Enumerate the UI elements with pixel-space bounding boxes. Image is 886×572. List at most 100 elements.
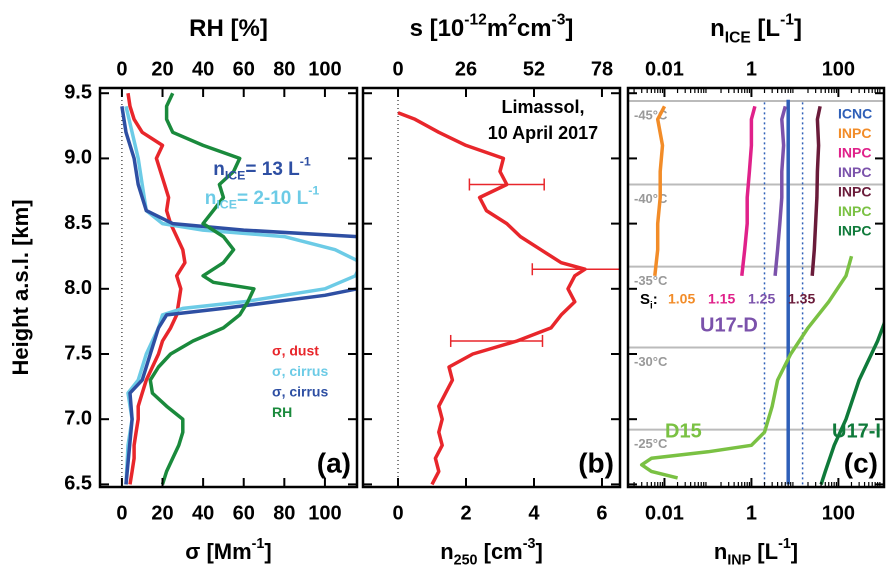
panel-frame [626,86,886,489]
si-label-part: S [640,291,650,308]
x2-axis-title-part: -1 [780,12,794,29]
x2-tick-label: 20 [151,58,173,80]
x-axis-title-part: 250 [454,552,478,568]
x-axis-title-part: ] [535,539,542,564]
curve-label: D15 [665,420,702,442]
x2-axis-title-part: m [487,15,508,42]
plot-area: -45°C-40°C-35°C-30°C-25°C [628,99,884,485]
panel-frame [361,86,622,489]
si-label-part: : [653,291,658,308]
profile-line [773,105,787,276]
x-axis-title-part: ] [264,539,271,564]
si-label-part: i [650,300,653,311]
x-tick-label: 4 [528,502,540,524]
legend-entry: σ, cirrus [272,384,328,400]
x-axis-title-part: σ [Mm [185,539,251,564]
si-value: 1.25 [748,291,775,307]
x2-tick-label: 1 [746,58,757,80]
annotation: nICE= 13 L-1 [213,155,311,183]
x-axis-title-part: ] [791,539,798,564]
panel-frame [98,86,359,489]
x-tick-label: 60 [233,502,255,524]
annotation: 10 April 2017 [488,123,598,143]
profile-line [740,105,757,276]
x2-tick-label: 0 [116,58,127,80]
y-tick-label: 8.5 [64,212,92,234]
x-axis-title-part: [cm [478,539,523,564]
annotation-part: = 2-10 L [237,188,309,209]
annotation: Limassol, [501,97,584,117]
x-tick-label: 20 [151,502,173,524]
legend-entry: ICNC [838,106,872,122]
plot-area [397,88,620,487]
x2-axis-title: s [10-12m2cm-3] [410,12,574,43]
x2-tick-label: 0 [392,58,403,80]
annotation-part: ICE [216,198,237,212]
legend-entry: INPC [838,184,871,200]
y-tick-label: 7.0 [64,407,92,429]
curve-label: U17-D [700,314,758,336]
x2-axis-title-part: cm [517,15,552,42]
profile-line [148,92,256,485]
y-tick-label: 9.0 [64,147,92,169]
x-axis-title: σ [Mm-1] [185,536,271,564]
isotherm-label: -35°C [634,273,668,288]
annotation-part: ICE [225,169,246,183]
annotation-part: -1 [300,155,311,169]
legend-entry: INPC [838,223,871,239]
x2-axis-title-part: n [710,15,725,42]
annotation-part: = 13 L [245,159,300,180]
y-tick-label: 6.5 [64,473,92,495]
x-axis-title-part: INP [727,552,751,568]
x2-axis-title-part: RH [%] [189,15,268,42]
x-tick-label: 80 [273,502,295,524]
x-tick-label: 0.01 [645,502,684,524]
annotation-part: n [205,188,217,209]
legend-entry: INPC [838,125,871,141]
x2-tick-label: 100 [822,58,855,80]
x2-tick-label: 52 [523,58,545,80]
x-axis-title-part: -1 [778,536,791,552]
si-label: Si: [640,291,658,311]
x-axis-title-part: -1 [252,536,265,552]
x2-axis-title: RH [%] [189,15,268,42]
curve-label: U17-I [832,420,881,442]
y-axis-title-part: Height a.s.l. [km] [8,199,33,375]
x2-axis-title-part: ICE [725,30,751,47]
legend-entry: σ, dust [272,343,319,359]
x-tick-label: 2 [460,502,471,524]
x2-tick-label: 78 [591,58,613,80]
x-tick-label: 0 [392,502,403,524]
plot-area [120,88,357,487]
si-value: 1.15 [708,291,735,307]
x2-axis-title-part: -12 [464,12,487,29]
legend-entry: σ, cirrus [272,363,328,379]
x-axis-title: n250 [cm-3] [440,536,543,569]
profile-line [810,105,822,276]
x2-tick-label: 40 [192,58,214,80]
profile-line [120,106,357,485]
x-tick-label: 40 [192,502,214,524]
x-axis-title-part: [L [751,539,778,564]
panel-label: (a) [317,447,351,478]
x2-axis-title: nICE [L-1] [710,12,802,47]
x2-axis-title-part: ] [794,15,802,42]
x-tick-label: 100 [822,502,855,524]
annotation: nICE= 2-10 L-1 [205,184,320,212]
si-value: 1.05 [668,291,695,307]
annotation-part: -1 [308,184,319,198]
y-axis-title: Height a.s.l. [km] [8,199,33,375]
y-tick-label: 7.5 [64,342,92,364]
x-axis-title-part: n [714,539,727,564]
x2-tick-label: 0.01 [645,58,684,80]
x2-axis-title-part: 2 [508,12,517,29]
legend-entry: INPC [838,203,871,219]
profile-line [124,105,357,485]
isotherm-label: -40°C [634,191,668,206]
legend-entry: INPC [838,145,871,161]
x-tick-label: 1 [746,502,757,524]
x2-axis-title-part: -3 [552,12,566,29]
y-tick-label: 9.5 [64,81,92,103]
x2-tick-label: 26 [455,58,477,80]
